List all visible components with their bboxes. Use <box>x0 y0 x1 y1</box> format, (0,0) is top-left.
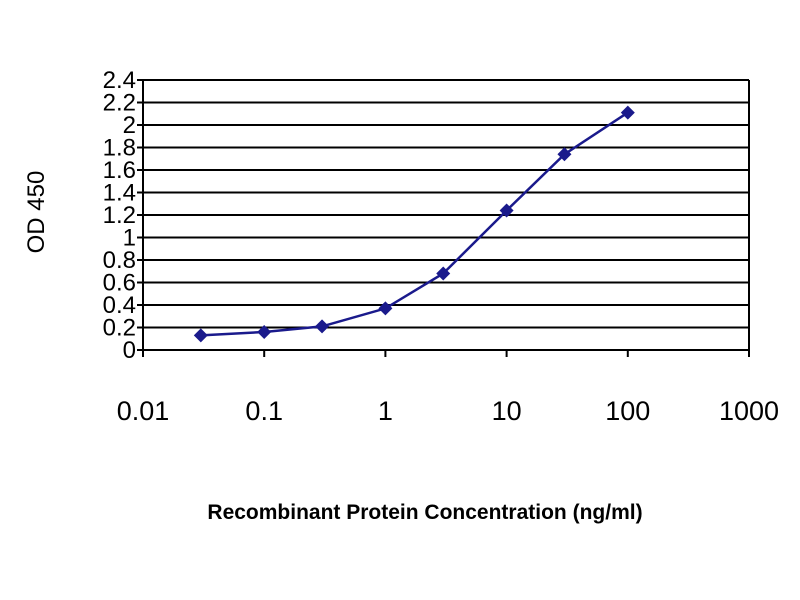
y-tick-label: 0.8 <box>103 247 136 274</box>
y-tick-label: 2.4 <box>103 67 136 94</box>
x-tick-label: 1000 <box>719 396 779 426</box>
y-tick-label: 1.4 <box>103 180 136 207</box>
y-tick-label: 0.2 <box>103 315 136 342</box>
y-tick-label: 0.4 <box>103 292 136 319</box>
x-tick-label: 0.1 <box>245 396 283 426</box>
y-tick-label: 0.6 <box>103 270 136 297</box>
y-tick-labels: 00.20.40.60.811.21.41.61.822.22.4 <box>103 67 136 364</box>
gridlines <box>143 79 749 329</box>
data-point-marker <box>257 325 272 339</box>
axes <box>137 79 750 357</box>
x-axis-label: Recombinant Protein Concentration (ng/ml… <box>207 501 642 524</box>
data-point-marker <box>620 105 635 120</box>
data-point-marker <box>499 203 514 218</box>
data-point-marker <box>378 301 393 316</box>
x-tick-label: 10 <box>492 396 522 426</box>
y-tick-label: 0 <box>123 337 136 364</box>
data-point-marker <box>315 319 330 334</box>
y-axis-label: OD 450 <box>23 171 50 254</box>
x-tick-label: 0.01 <box>117 396 170 426</box>
data-point-marker <box>193 328 208 343</box>
data-point-marker <box>436 266 451 281</box>
x-tick-labels: 0.01 0.1 1 10 100 1000 <box>117 396 779 426</box>
y-tick-label: 1 <box>123 225 136 252</box>
series-layer <box>193 105 635 343</box>
y-tick-label: 1.8 <box>103 135 136 162</box>
y-tick-label: 2 <box>123 112 136 139</box>
x-tick-label: 1 <box>378 396 393 426</box>
x-tick-label: 100 <box>605 396 650 426</box>
series-line <box>200 111 629 337</box>
y-tick-label: 1.6 <box>103 157 136 184</box>
y-tick-label: 1.2 <box>103 202 136 229</box>
data-point-marker <box>557 147 572 162</box>
y-tick-label: 2.2 <box>103 90 136 117</box>
